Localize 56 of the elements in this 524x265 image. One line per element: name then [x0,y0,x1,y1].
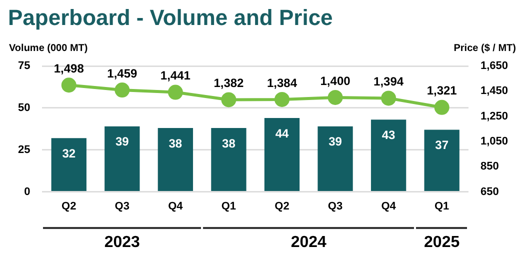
x-tick-label: Q2 [62,200,76,212]
data-label: 1,441 [160,68,191,83]
bar [158,128,194,192]
data-label: 44 [275,126,289,140]
y-axis-title: Volume (000 MT) [9,43,88,54]
y-tick-label: 25 [18,144,30,156]
bar [51,138,86,192]
point [381,90,396,106]
y2-tick-label: 1,250 [480,110,508,122]
point [328,90,343,105]
data-label: 39 [328,134,342,149]
point [114,82,130,98]
bar [211,128,246,192]
data-label: 1,382 [214,76,244,90]
data-label: 1,400 [320,74,351,88]
y-tick-label: 75 [18,60,30,72]
data-label: 1,384 [266,76,298,90]
y2-axis-title: Price ($ / MT) [454,43,516,54]
data-label: 38 [168,136,182,150]
data-label: 38 [222,136,236,150]
text: 2024 [290,234,327,251]
bar [318,126,353,192]
chart-title: Paperboard - Volume and Price [8,5,333,30]
data-label: 37 [435,138,449,152]
data-label: 32 [62,146,76,160]
x-tick-label: Q3 [114,200,130,212]
bar [104,126,140,192]
data-label: 1,459 [107,66,138,80]
y-tick-label: 0 [24,186,30,198]
x-tick-label: Q3 [328,200,343,212]
text: 2025 [424,234,460,251]
y2-tick-label: 1,650 [480,60,508,72]
y2-tick-label: 1,450 [480,85,508,98]
x-tick-label: Q4 [168,200,184,212]
y-tick-label: 50 [18,102,30,114]
point [168,84,183,100]
bar [370,120,406,192]
x-tick-label: Q2 [274,200,290,212]
text: 2023 [104,234,140,251]
data-label: 1,394 [374,74,404,89]
data-label: 1,321 [426,84,458,98]
point [434,100,450,115]
bar [424,130,460,192]
x-tick-label: Q1 [221,200,236,212]
data-label: 39 [115,134,130,149]
point [61,78,76,93]
data-label: 1,498 [54,61,84,76]
y2-tick-label: 650 [480,186,499,198]
data-label: 43 [382,128,396,142]
x-tick-label: Q4 [381,200,397,212]
bar [264,118,300,192]
y2-tick-label: 1,050 [480,136,508,148]
x-tick-label: Q1 [434,200,450,212]
point [274,92,290,107]
y2-tick-label: 850 [480,160,499,173]
point [221,92,236,108]
